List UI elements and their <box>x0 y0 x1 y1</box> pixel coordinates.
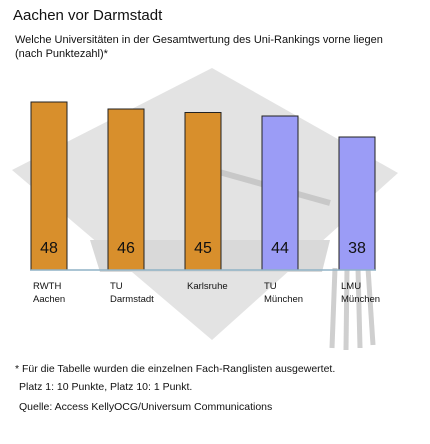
chart-title: Aachen vor Darmstadt <box>13 7 163 24</box>
category-label-1-0: TU <box>110 281 123 292</box>
bar-1 <box>107 108 145 271</box>
bar-4 <box>338 136 376 271</box>
category-label-1-1: Darmstadt <box>110 294 154 305</box>
category-label-4-0: LMU <box>341 281 361 292</box>
bars: 48 46 45 44 38 <box>30 101 376 271</box>
chart-subtitle: Welche Universitäten in der Gesamtwertun… <box>15 34 383 60</box>
category-label-0-0: RWTH <box>33 281 61 292</box>
value-label-2: 45 <box>194 240 212 257</box>
footnote-points: Platz 1: 10 Punkte, Platz 10: 1 Punkt. <box>19 381 193 393</box>
value-label-4: 38 <box>348 240 366 257</box>
category-label-2-0: Karlsruhe <box>187 281 228 292</box>
category-label-4-1: München <box>341 294 380 305</box>
footnote-method: * Für die Tabelle wurden die einzelnen F… <box>15 363 336 375</box>
bar-0 <box>30 101 68 271</box>
bar-3 <box>261 115 299 271</box>
category-label-0-1: Aachen <box>33 294 65 305</box>
category-label-3-1: München <box>264 294 303 305</box>
value-label-3: 44 <box>271 240 289 257</box>
value-label-0: 48 <box>40 240 58 257</box>
category-label-3-0: TU <box>264 281 277 292</box>
footnote-source: Quelle: Access KellyOCG/Universum Commun… <box>19 401 273 413</box>
bar-2 <box>184 112 222 271</box>
value-label-1: 46 <box>117 240 135 257</box>
category-labels: RWTH Aachen TU Darmstadt Karlsruhe TU München L… <box>33 281 380 305</box>
